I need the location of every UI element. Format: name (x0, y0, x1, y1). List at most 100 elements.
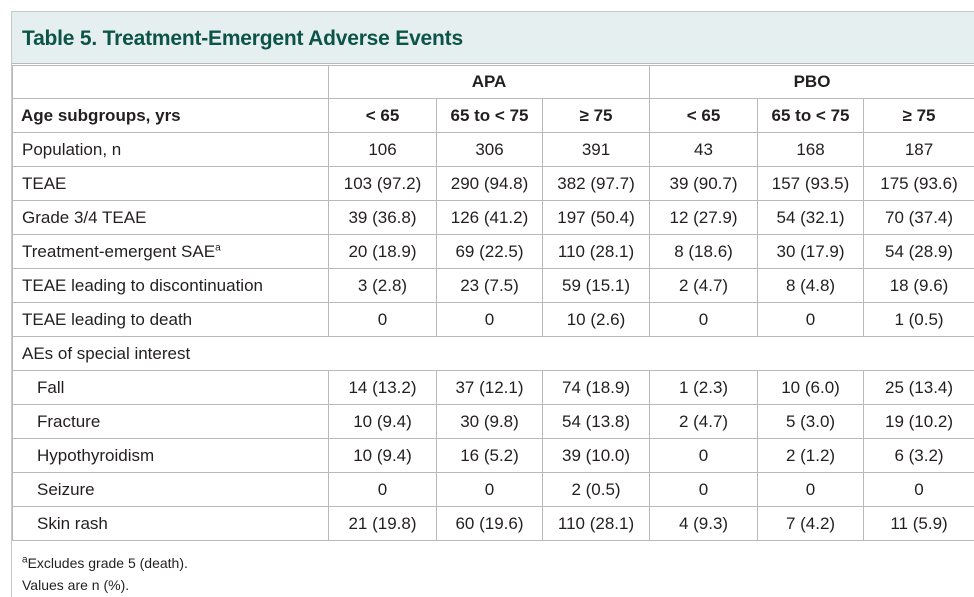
table-cell: 103 (97.2) (328, 166, 437, 201)
table-cell: 10 (9.4) (328, 404, 437, 439)
row-label: Fracture (12, 404, 329, 439)
row-label: TEAE leading to death (12, 302, 329, 337)
table-cell: 2 (4.7) (649, 404, 759, 439)
table-cell: 290 (94.8) (436, 166, 543, 201)
table-cell: 11 (5.9) (863, 506, 974, 541)
table-cell: 0 (863, 472, 974, 507)
section-label: AEs of special interest (11, 336, 974, 371)
table-cell: 6 (3.2) (863, 438, 974, 473)
table-cell: 10 (9.4) (328, 438, 437, 473)
section-row: AEs of special interest (11, 336, 974, 371)
table-cell: 23 (7.5) (436, 268, 543, 303)
table-row: TEAE 103 (97.2) 290 (94.8) 382 (97.7) 39 (90… (12, 166, 974, 201)
table-row: TEAE leading to death 0 0 10 (2.6) 0 0 1 (0.5) (12, 302, 974, 337)
row-label-text: TEAE leading to death (22, 309, 193, 329)
row-label: Fall (12, 370, 329, 405)
row-label: TEAE leading to discontinuation (12, 268, 329, 303)
table-cell: 0 (757, 472, 865, 507)
table-row: Grade 3/4 TEAE 39 (36.8) 126 (41.2) 197 (50… (12, 200, 974, 235)
row-label-text: Fracture (37, 411, 101, 431)
table-cell: 39 (10.0) (541, 438, 651, 473)
column-header-row: Age subgroups, yrs < 65 65 to < 75 ≥ 75 … (12, 98, 974, 133)
table-cell: 54 (13.8) (541, 404, 651, 439)
table-row: Skin rash 21 (19.8) 60 (19.6) 110 (28.1) 4 (… (12, 506, 974, 541)
table-cell: 110 (28.1) (541, 234, 651, 269)
table-frame (11, 11, 974, 597)
row-label: Seizure (12, 472, 329, 507)
row-label-text: TEAE leading to discontinuation (22, 275, 263, 295)
table-cell: 1 (0.5) (863, 302, 974, 337)
table-cell: 106 (328, 132, 437, 167)
table-cell: 18 (9.6) (863, 268, 974, 303)
table-body: Population, n 106 306 391 43 168 187 TEAE 103 (9… (11, 132, 974, 541)
table-cell: 5 (3.0) (757, 404, 865, 439)
table-cell: 74 (18.9) (541, 370, 651, 405)
table-cell: 39 (90.7) (649, 166, 759, 201)
table-row: Fracture 10 (9.4) 30 (9.8) 54 (13.8) 2 (4.7)… (12, 404, 974, 439)
row-label-text: TEAE (22, 173, 67, 193)
table-cell: 382 (97.7) (541, 166, 651, 201)
table-row: Population, n 106 306 391 43 168 187 (12, 132, 974, 167)
table-cell: 59 (15.1) (541, 268, 651, 303)
row-label: Skin rash (12, 506, 329, 541)
table-cell: 157 (93.5) (757, 166, 865, 201)
table-cell: 60 (19.6) (436, 506, 543, 541)
footnote-a: aExcludes grade 5 (death). (22, 552, 188, 574)
column-header: ≥ 75 (863, 98, 974, 133)
table-cell: 70 (37.4) (863, 200, 974, 235)
table-cell: 175 (93.6) (863, 166, 974, 201)
row-label-text: Fall (37, 377, 65, 397)
column-header: < 65 (328, 98, 437, 133)
column-header: ≥ 75 (541, 98, 651, 133)
table-row: TEAE leading to discontinuation 3 (2.8) 23… (12, 268, 974, 303)
row-label-text: Grade 3/4 TEAE (22, 207, 147, 227)
table-cell: 0 (436, 302, 543, 337)
column-header: 65 to < 75 (436, 98, 543, 133)
group-header-row: APA PBO (12, 65, 974, 99)
table-row: Fall 14 (13.2) 37 (12.1) 74 (18.9) 1 (2.3) 10… (12, 370, 974, 405)
table-cell: 126 (41.2) (436, 200, 543, 235)
table-row: Treatment-emergent SAEa 20 (18.9) 69 (22.5… (12, 234, 974, 269)
row-label: Grade 3/4 TEAE (12, 200, 329, 235)
row-label-text: Skin rash (37, 513, 108, 533)
group-header-pbo: PBO (649, 65, 974, 99)
table-cell: 54 (32.1) (757, 200, 865, 235)
group-header-empty (12, 65, 329, 99)
table-cell: 3 (2.8) (328, 268, 437, 303)
table-cell: 110 (28.1) (541, 506, 651, 541)
table-cell: 0 (649, 438, 759, 473)
table-cell: 12 (27.9) (649, 200, 759, 235)
column-header: < 65 (649, 98, 759, 133)
table-title-bar: Table 5. Treatment-Emergent Adverse Even… (12, 12, 974, 64)
group-header-apa: APA (327, 65, 651, 99)
table-cell: 10 (6.0) (757, 370, 865, 405)
table-cell: 0 (328, 302, 437, 337)
row-label: Hypothyroidism (12, 438, 329, 473)
table-cell: 30 (17.9) (757, 234, 865, 269)
table-cell: 4 (9.3) (649, 506, 759, 541)
footnote-values: Values are n (%). (22, 577, 130, 593)
footnotes: aExcludes grade 5 (death). Values are n … (22, 552, 188, 596)
table-cell: 21 (19.8) (328, 506, 437, 541)
row-label: Population, n (12, 132, 329, 167)
table-cell: 69 (22.5) (436, 234, 543, 269)
table-cell: 39 (36.8) (328, 200, 437, 235)
table-cell: 8 (18.6) (649, 234, 759, 269)
table-cell: 391 (541, 132, 651, 167)
table-cell: 197 (50.4) (541, 200, 651, 235)
table-cell: 20 (18.9) (328, 234, 437, 269)
footnote-a-mark: a (22, 554, 28, 566)
column-header: 65 to < 75 (757, 98, 865, 133)
table-cell: 0 (328, 472, 437, 507)
table-row: Hypothyroidism 10 (9.4) 16 (5.2) 39 (10.0) 0… (12, 438, 974, 473)
table-cell: 0 (757, 302, 865, 337)
table-cell: 2 (1.2) (757, 438, 865, 473)
table-cell: 8 (4.8) (757, 268, 865, 303)
table-cell: 187 (863, 132, 974, 167)
table-cell: 19 (10.2) (863, 404, 974, 439)
row-label-text: Population, n (22, 139, 122, 159)
footnote-marker: a (215, 241, 221, 253)
footnote-a-text: Excludes grade 5 (death). (27, 555, 188, 571)
table-cell: 0 (649, 302, 759, 337)
table-cell: 25 (13.4) (863, 370, 974, 405)
